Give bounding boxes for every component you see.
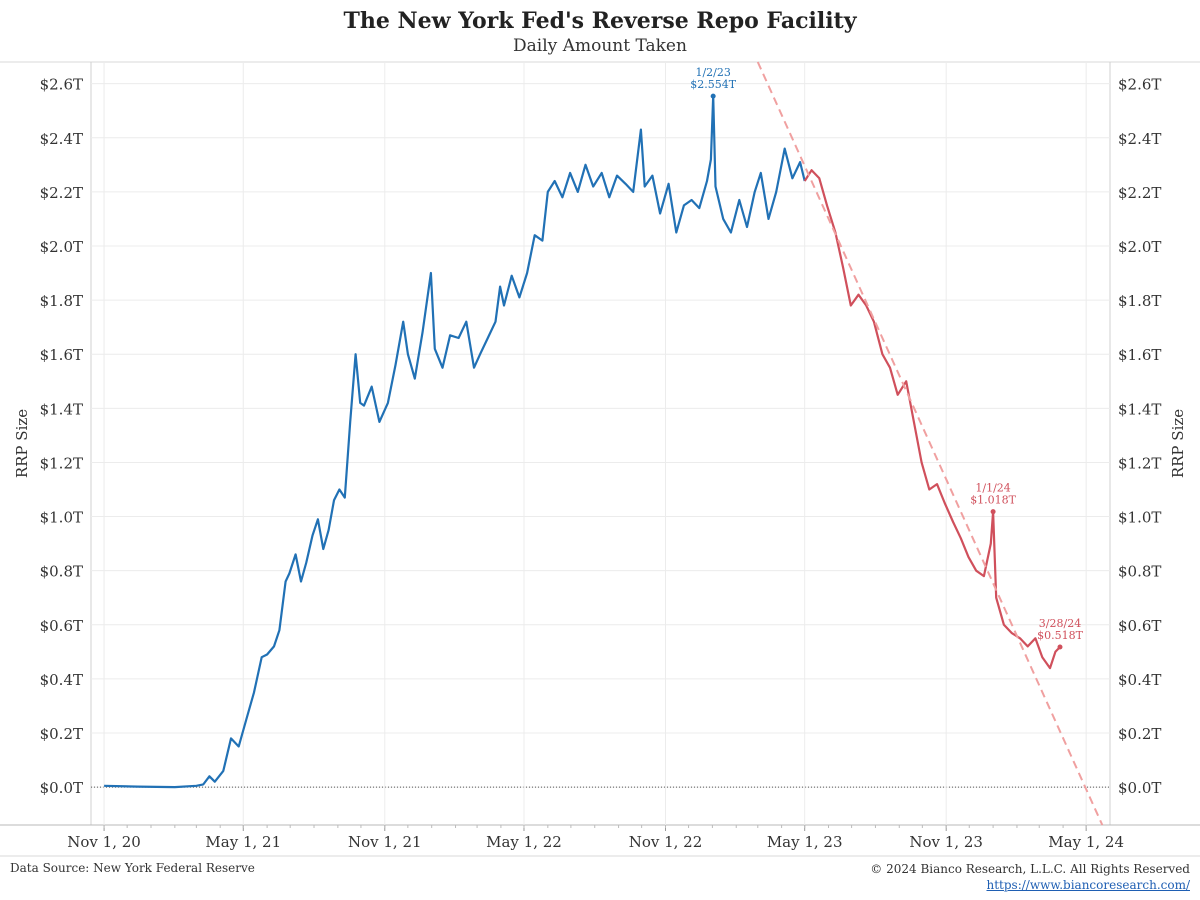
y-tick-label-right: $2.2T bbox=[1118, 184, 1161, 202]
y-tick-label-right: $1.4T bbox=[1118, 400, 1161, 418]
y-tick-label-left: $0.0T bbox=[40, 779, 83, 797]
annotation-marker bbox=[710, 93, 716, 99]
y-tick-label-right: $1.6T bbox=[1118, 346, 1161, 364]
chart-title: The New York Fed's Reverse Repo Facility bbox=[343, 8, 857, 34]
chart-subtitle: Daily Amount Taken bbox=[513, 36, 687, 56]
y-tick-label-right: $1.2T bbox=[1118, 454, 1161, 472]
copyright-text: © 2024 Bianco Research, L.L.C. All Right… bbox=[870, 862, 1190, 876]
data-source-note: Data Source: New York Federal Reserve bbox=[10, 861, 255, 875]
y-tick-label-right: $2.0T bbox=[1118, 238, 1161, 256]
x-tick-label: May 1, 22 bbox=[486, 833, 562, 851]
annotation-marker bbox=[1057, 644, 1063, 650]
annotation-value-label: $0.518T bbox=[1037, 629, 1083, 642]
y-tick-label-left: $1.8T bbox=[40, 292, 83, 310]
y-tick-label-left: $2.6T bbox=[40, 76, 83, 94]
y-axis-title-right: RRP Size bbox=[1169, 409, 1187, 478]
annotation-value-label: $2.554T bbox=[690, 78, 736, 91]
y-tick-label-left: $0.2T bbox=[40, 725, 83, 743]
y-tick-label-left: $1.0T bbox=[40, 509, 83, 527]
y-tick-label-right: $0.2T bbox=[1118, 725, 1161, 743]
x-tick-label: Nov 1, 21 bbox=[348, 833, 422, 851]
x-tick-label: Nov 1, 20 bbox=[67, 833, 141, 851]
annotation-date-label: 1/1/24 bbox=[975, 482, 1010, 495]
x-tick-label: Nov 1, 22 bbox=[629, 833, 703, 851]
y-tick-label-right: $1.8T bbox=[1118, 292, 1161, 310]
trend-line bbox=[756, 61, 1104, 826]
y-tick-label-left: $1.2T bbox=[40, 454, 83, 472]
y-tick-label-left: $2.4T bbox=[40, 130, 83, 148]
annotation-date-label: 3/28/24 bbox=[1039, 617, 1081, 630]
y-tick-label-left: $0.4T bbox=[40, 671, 83, 689]
x-tick-label: Nov 1, 23 bbox=[909, 833, 983, 851]
y-tick-label-right: $0.4T bbox=[1118, 671, 1161, 689]
y-tick-label-right: $0.8T bbox=[1118, 563, 1161, 581]
y-tick-label-right: $2.6T bbox=[1118, 76, 1161, 94]
y-tick-label-left: $1.4T bbox=[40, 400, 83, 418]
y-tick-label-left: $0.6T bbox=[40, 617, 83, 635]
x-tick-label: May 1, 23 bbox=[767, 833, 843, 851]
annotation-value-label: $1.018T bbox=[970, 494, 1016, 507]
y-tick-label-left: $2.0T bbox=[40, 238, 83, 256]
y-tick-label-right: $1.0T bbox=[1118, 509, 1161, 527]
y-tick-label-left: $1.6T bbox=[40, 346, 83, 364]
series-line-pre-peak bbox=[104, 94, 806, 789]
y-axis-title-left: RRP Size bbox=[13, 409, 31, 478]
footer-credits: © 2024 Bianco Research, L.L.C. All Right… bbox=[870, 861, 1190, 893]
y-tick-label-left: $2.2T bbox=[40, 184, 83, 202]
annotation-marker bbox=[990, 509, 996, 515]
website-link[interactable]: https://www.biancoresearch.com/ bbox=[986, 878, 1190, 892]
x-tick-label: May 1, 21 bbox=[205, 833, 281, 851]
y-tick-label-left: $0.8T bbox=[40, 563, 83, 581]
series-line-post-peak bbox=[803, 169, 1061, 670]
y-tick-label-right: $0.0T bbox=[1118, 779, 1161, 797]
y-tick-label-right: $0.6T bbox=[1118, 617, 1161, 635]
y-tick-label-right: $2.4T bbox=[1118, 130, 1161, 148]
annotation-date-label: 1/2/23 bbox=[695, 66, 730, 79]
x-tick-label: May 1, 24 bbox=[1048, 833, 1124, 851]
